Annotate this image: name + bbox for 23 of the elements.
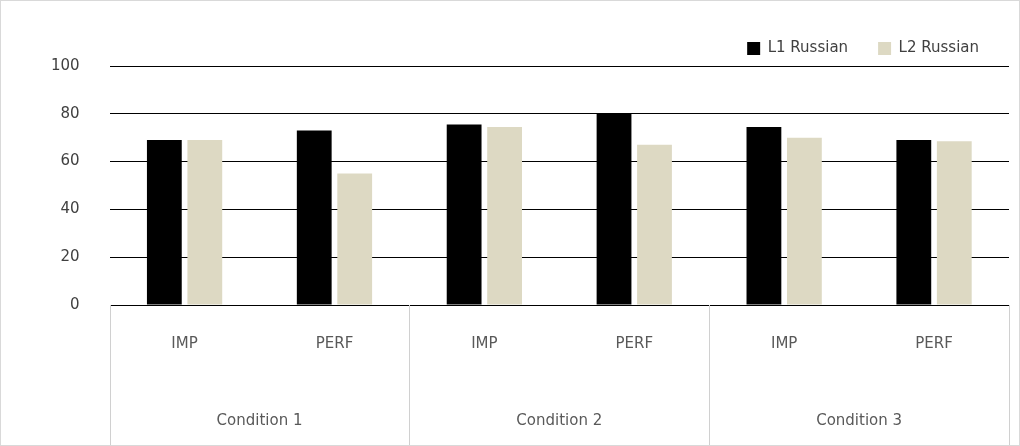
y-tick-label: 40 [60,199,80,218]
text: Condition 2 [516,410,603,429]
x-tick-label: PERF [915,333,953,352]
legend-label: L2 Russian [898,38,979,57]
bar [187,140,223,305]
bar [786,137,822,305]
x-tick-label: IMP [471,333,498,352]
bar [936,141,972,305]
bar [487,126,523,305]
text: Condition 3 [816,410,903,429]
x-tick-label: IMP [171,333,198,352]
y-tick-label: 80 [60,103,80,122]
y-tick-label: 0 [70,294,80,313]
text: Condition 1 [216,410,303,429]
y-tick-label: 60 [60,151,80,170]
bar [337,173,373,305]
y-tick-label: 20 [60,247,80,266]
y-tick-label: 100 [50,55,80,74]
legend-label: L1 Russian [767,38,849,57]
x-tick-label: IMP [770,333,798,352]
x-tick-label: PERF [315,333,354,352]
x-tick-label: PERF [615,333,654,352]
bar [637,144,672,305]
